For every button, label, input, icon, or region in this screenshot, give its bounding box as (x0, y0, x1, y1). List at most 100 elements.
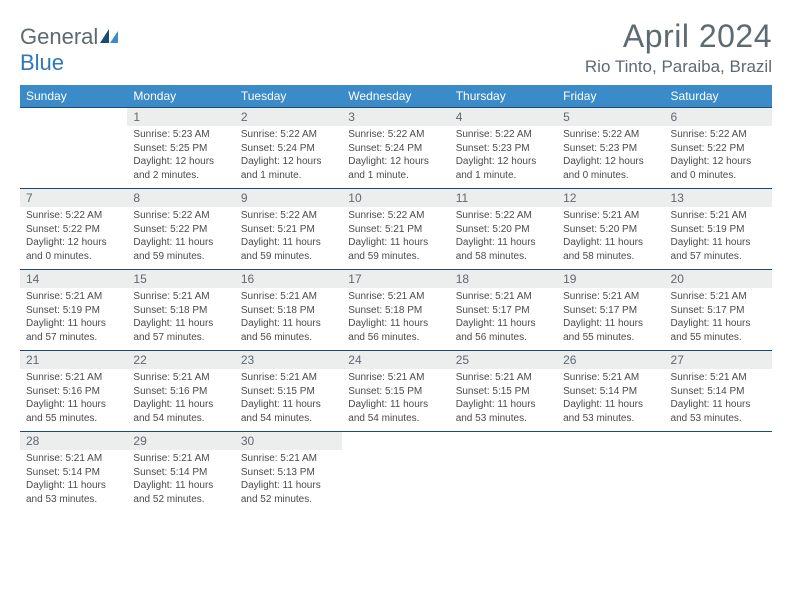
sunrise-text: Sunrise: 5:21 AM (26, 290, 121, 304)
daylight-line2: and 56 minutes. (456, 331, 551, 345)
dow-thursday: Thursday (450, 85, 557, 108)
day-number-cell: 18 (450, 270, 557, 289)
location: Rio Tinto, Paraiba, Brazil (585, 57, 772, 77)
sunrise-text: Sunrise: 5:22 AM (671, 128, 766, 142)
day-number-cell: 26 (557, 351, 664, 370)
day-number-cell: 16 (235, 270, 342, 289)
daylight-line1: Daylight: 11 hours (456, 398, 551, 412)
sunrise-text: Sunrise: 5:21 AM (133, 371, 228, 385)
sunset-text: Sunset: 5:14 PM (563, 385, 658, 399)
dow-monday: Monday (127, 85, 234, 108)
day-detail-row: Sunrise: 5:21 AMSunset: 5:14 PMDaylight:… (20, 450, 772, 512)
sunset-text: Sunset: 5:20 PM (563, 223, 658, 237)
sunset-text: Sunset: 5:17 PM (563, 304, 658, 318)
sunrise-text: Sunrise: 5:21 AM (456, 290, 551, 304)
sunset-text: Sunset: 5:16 PM (133, 385, 228, 399)
daylight-line2: and 55 minutes. (26, 412, 121, 426)
day-detail-cell: Sunrise: 5:22 AMSunset: 5:22 PMDaylight:… (665, 126, 772, 189)
sunset-text: Sunset: 5:21 PM (241, 223, 336, 237)
day-number-cell (557, 432, 664, 451)
day-detail-cell: Sunrise: 5:22 AMSunset: 5:23 PMDaylight:… (450, 126, 557, 189)
daylight-line1: Daylight: 12 hours (456, 155, 551, 169)
daylight-line1: Daylight: 11 hours (671, 317, 766, 331)
daylight-line2: and 58 minutes. (563, 250, 658, 264)
day-detail-cell: Sunrise: 5:21 AMSunset: 5:13 PMDaylight:… (235, 450, 342, 512)
daylight-line1: Daylight: 11 hours (456, 317, 551, 331)
day-detail-cell: Sunrise: 5:22 AMSunset: 5:20 PMDaylight:… (450, 207, 557, 270)
daylight-line2: and 53 minutes. (671, 412, 766, 426)
daylight-line1: Daylight: 11 hours (241, 317, 336, 331)
month-title: April 2024 (585, 18, 772, 55)
day-detail-cell: Sunrise: 5:21 AMSunset: 5:17 PMDaylight:… (665, 288, 772, 351)
day-detail-cell: Sunrise: 5:21 AMSunset: 5:20 PMDaylight:… (557, 207, 664, 270)
sunset-text: Sunset: 5:24 PM (348, 142, 443, 156)
day-number-row: 78910111213 (20, 189, 772, 208)
daylight-line2: and 59 minutes. (241, 250, 336, 264)
day-detail-cell (450, 450, 557, 512)
sunset-text: Sunset: 5:25 PM (133, 142, 228, 156)
sunset-text: Sunset: 5:22 PM (671, 142, 766, 156)
day-number-cell: 7 (20, 189, 127, 208)
daylight-line1: Daylight: 12 hours (241, 155, 336, 169)
sunrise-text: Sunrise: 5:21 AM (671, 290, 766, 304)
daylight-line1: Daylight: 11 hours (241, 398, 336, 412)
daylight-line1: Daylight: 11 hours (133, 236, 228, 250)
sunset-text: Sunset: 5:17 PM (671, 304, 766, 318)
day-detail-cell: Sunrise: 5:22 AMSunset: 5:24 PMDaylight:… (235, 126, 342, 189)
day-number-cell (450, 432, 557, 451)
sunset-text: Sunset: 5:18 PM (133, 304, 228, 318)
sunset-text: Sunset: 5:14 PM (26, 466, 121, 480)
daylight-line2: and 0 minutes. (26, 250, 121, 264)
daylight-line2: and 2 minutes. (133, 169, 228, 183)
daylight-line1: Daylight: 11 hours (133, 398, 228, 412)
sunrise-text: Sunrise: 5:21 AM (133, 290, 228, 304)
daylight-line1: Daylight: 11 hours (563, 398, 658, 412)
sunset-text: Sunset: 5:22 PM (133, 223, 228, 237)
day-number-cell: 15 (127, 270, 234, 289)
sunset-text: Sunset: 5:14 PM (133, 466, 228, 480)
daylight-line1: Daylight: 12 hours (563, 155, 658, 169)
daylight-line1: Daylight: 11 hours (26, 398, 121, 412)
day-detail-row: Sunrise: 5:21 AMSunset: 5:19 PMDaylight:… (20, 288, 772, 351)
sunrise-text: Sunrise: 5:22 AM (456, 209, 551, 223)
sunset-text: Sunset: 5:21 PM (348, 223, 443, 237)
daylight-line2: and 52 minutes. (241, 493, 336, 507)
sunset-text: Sunset: 5:18 PM (348, 304, 443, 318)
daylight-line2: and 1 minute. (456, 169, 551, 183)
day-detail-cell: Sunrise: 5:21 AMSunset: 5:14 PMDaylight:… (127, 450, 234, 512)
daylight-line2: and 54 minutes. (133, 412, 228, 426)
sunset-text: Sunset: 5:23 PM (456, 142, 551, 156)
daylight-line2: and 57 minutes. (671, 250, 766, 264)
sunset-text: Sunset: 5:13 PM (241, 466, 336, 480)
calendar-body: 123456Sunrise: 5:23 AMSunset: 5:25 PMDay… (20, 108, 772, 513)
day-number-cell: 25 (450, 351, 557, 370)
day-detail-cell (665, 450, 772, 512)
daylight-line2: and 56 minutes. (348, 331, 443, 345)
sunset-text: Sunset: 5:15 PM (241, 385, 336, 399)
daylight-line2: and 57 minutes. (26, 331, 121, 345)
day-number-cell: 20 (665, 270, 772, 289)
sunrise-text: Sunrise: 5:21 AM (671, 209, 766, 223)
daylight-line2: and 54 minutes. (241, 412, 336, 426)
daylight-line1: Daylight: 11 hours (456, 236, 551, 250)
logo: GeneralBlue (20, 18, 119, 76)
daylight-line2: and 54 minutes. (348, 412, 443, 426)
daylight-line2: and 59 minutes. (133, 250, 228, 264)
sunset-text: Sunset: 5:18 PM (241, 304, 336, 318)
sunrise-text: Sunrise: 5:21 AM (26, 452, 121, 466)
day-number-cell: 11 (450, 189, 557, 208)
dow-friday: Friday (557, 85, 664, 108)
day-number-cell: 27 (665, 351, 772, 370)
day-number-cell: 22 (127, 351, 234, 370)
calendar-page: GeneralBlue April 2024 Rio Tinto, Paraib… (0, 0, 792, 522)
day-number-cell (20, 108, 127, 127)
day-detail-cell: Sunrise: 5:22 AMSunset: 5:22 PMDaylight:… (20, 207, 127, 270)
sunset-text: Sunset: 5:22 PM (26, 223, 121, 237)
daylight-line2: and 1 minute. (241, 169, 336, 183)
sunrise-text: Sunrise: 5:21 AM (456, 371, 551, 385)
sunset-text: Sunset: 5:19 PM (26, 304, 121, 318)
day-number-cell (342, 432, 449, 451)
dow-tuesday: Tuesday (235, 85, 342, 108)
sunrise-text: Sunrise: 5:22 AM (133, 209, 228, 223)
day-detail-cell: Sunrise: 5:21 AMSunset: 5:19 PMDaylight:… (665, 207, 772, 270)
